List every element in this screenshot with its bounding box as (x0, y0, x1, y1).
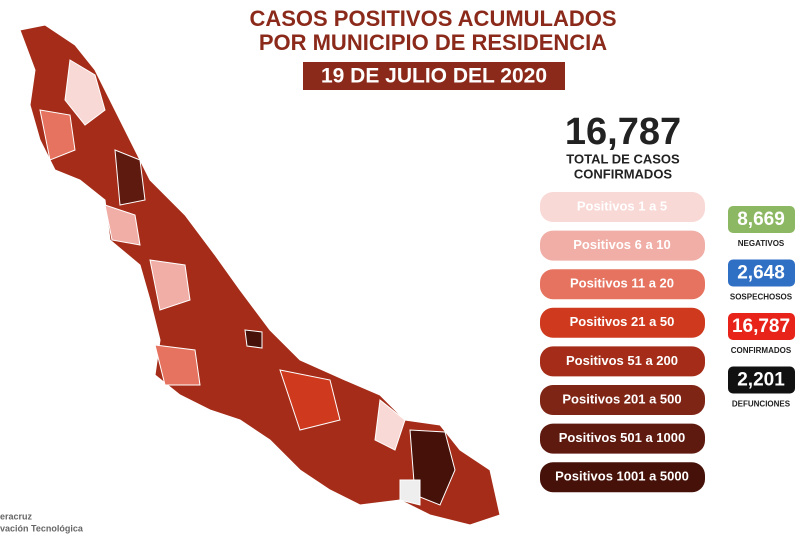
title: CASOS POSITIVOS ACUMULADOS (249, 6, 616, 31)
legend-pill (540, 462, 705, 493)
region (64, 59, 106, 126)
stat-box (728, 366, 795, 394)
legend-pill (540, 269, 705, 300)
stat-value: 2,201 (737, 370, 785, 391)
total-label: TOTAL DE CASOS (566, 151, 680, 166)
legend-pill (540, 346, 705, 377)
total-value: 16,787 (565, 111, 681, 153)
legend-pill (540, 307, 705, 338)
legend-label: Positivos 21 a 50 (570, 314, 675, 329)
legend-pill (540, 423, 705, 454)
region (39, 109, 76, 161)
legend-label: Positivos 51 a 200 (566, 353, 678, 368)
region (149, 259, 191, 311)
legend-label: Positivos 6 a 10 (573, 237, 671, 252)
region (374, 399, 406, 451)
title: POR MUNICIPIO DE RESIDENCIA (259, 30, 607, 55)
region (279, 369, 341, 431)
legend-pill (540, 230, 705, 261)
stat-label: DEFUNCIONES (732, 400, 791, 409)
region (154, 344, 201, 386)
footer-text: eracruz (0, 511, 33, 521)
legend-pill (540, 192, 705, 222)
stat-label: CONFIRMADOS (731, 346, 792, 355)
map (19, 24, 501, 526)
region (104, 204, 141, 246)
legend-label: Positivos 1 a 5 (577, 198, 667, 213)
legend-pill (540, 385, 705, 415)
region (399, 479, 421, 506)
stat-box (728, 206, 795, 233)
footer-text: vación Tecnológica (0, 523, 84, 533)
stat-value: 8,669 (737, 209, 785, 230)
total-label: CONFIRMADOS (574, 166, 673, 181)
stat-label: SOSPECHOSOS (730, 293, 793, 302)
legend-label: Positivos 201 a 500 (562, 391, 681, 406)
legend-label: Positivos 11 a 20 (570, 276, 674, 291)
stat-value: 2,648 (737, 263, 785, 284)
date-banner (303, 62, 565, 90)
legend-label: Positivos 1001 a 5000 (555, 469, 689, 484)
legend-label: Positivos 501 a 1000 (559, 430, 685, 445)
stat-value: 16,787 (732, 316, 790, 337)
stat-box (728, 313, 795, 340)
region (114, 149, 146, 206)
stat-box (728, 259, 795, 287)
stat-label: NEGATIVOS (738, 239, 785, 248)
region (244, 329, 263, 349)
date: 19 DE JULIO DEL 2020 (321, 65, 547, 88)
